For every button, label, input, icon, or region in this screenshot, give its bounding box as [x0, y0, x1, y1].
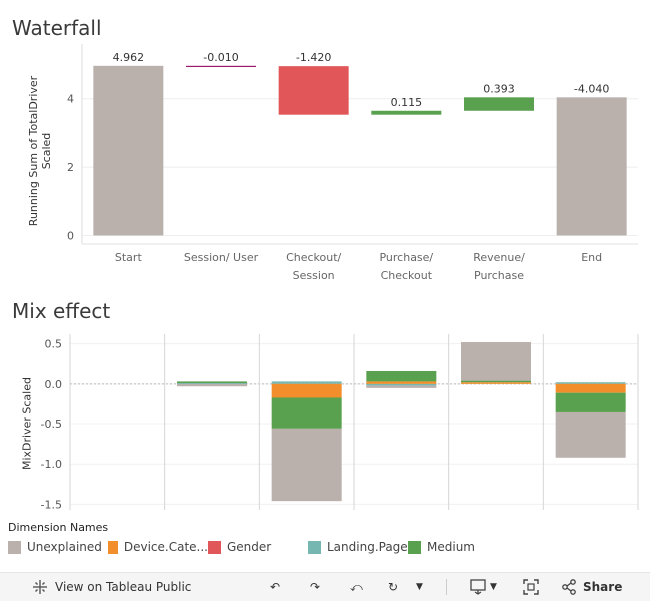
undo-icon[interactable]: ↶ — [270, 580, 281, 594]
legend-item-gender[interactable]: Gender — [208, 540, 308, 554]
mix-bar-segment — [366, 370, 437, 382]
mix-bar-segment — [177, 381, 247, 384]
mix-bar-segment — [271, 428, 342, 502]
download-dropdown-icon: ▼ — [490, 582, 497, 592]
waterfall-y-tick: 0 — [67, 229, 74, 242]
refresh-dropdown-icon[interactable]: ▼ — [416, 582, 423, 592]
waterfall-y-tick: 2 — [67, 161, 74, 174]
legend-label: Unexplained — [27, 540, 102, 554]
share-button[interactable]: Share — [561, 579, 622, 595]
waterfall-chart: 0 2 4 4.962 Start -0.010 Session/ User -1.420 Ch… — [67, 44, 638, 282]
waterfall-x-tick: Checkout — [381, 269, 433, 282]
legend-title: Dimension Names — [8, 521, 109, 534]
mix-chart: 0.5 0.0 -0.5 -1.0 -1.5 — [41, 334, 639, 511]
waterfall-bar — [371, 110, 442, 115]
mix-title: Mix effect — [12, 299, 111, 323]
waterfall-x-tick: Checkout/ — [286, 251, 341, 264]
legend-label: Landing.Page — [327, 540, 408, 554]
waterfall-bar — [93, 65, 164, 236]
legend-swatch — [408, 540, 421, 554]
mix-y-tick: 0.5 — [45, 338, 63, 351]
revert-icon[interactable]: ⤺ — [350, 579, 363, 594]
mix-bar-segment — [555, 383, 626, 393]
mix-bar-segment — [177, 383, 247, 385]
refresh-icon[interactable]: ↻ — [388, 580, 399, 594]
waterfall-y-tick: 4 — [67, 93, 74, 106]
legend-label: Medium — [427, 540, 475, 554]
waterfall-data-label: -0.010 — [203, 51, 238, 64]
waterfall-bar — [186, 65, 256, 68]
waterfall-bar — [556, 97, 627, 236]
toolbar-divider — [446, 579, 447, 595]
share-label: Share — [583, 580, 623, 594]
mix-bar-segment — [461, 380, 531, 383]
waterfall-bar — [278, 66, 349, 115]
tableau-logo-icon — [33, 580, 47, 594]
waterfall-x-tick: End — [581, 251, 602, 264]
mix-bar-segment — [555, 392, 626, 412]
mix-y-tick: -1.0 — [41, 458, 62, 471]
waterfall-x-tick: Session/ User — [184, 251, 259, 264]
fullscreen-icon — [523, 579, 539, 595]
mix-bar-segment — [461, 382, 531, 384]
waterfall-x-tick: Session — [293, 269, 335, 282]
download-icon — [470, 579, 486, 595]
waterfall-title: Waterfall — [12, 16, 102, 40]
share-icon — [562, 579, 576, 595]
waterfall-x-tick: Start — [115, 251, 143, 264]
redo-icon[interactable]: ↷ — [310, 580, 321, 594]
legend-swatch — [208, 540, 221, 554]
waterfall-data-label: -4.040 — [574, 82, 609, 95]
tableau-toolbar: View on Tableau Public ↶ ↷ ⤺ ↻ ▼ ▼ Share — [0, 572, 650, 601]
mix-y-tick: -1.5 — [41, 498, 62, 511]
mix-bar-segment — [461, 342, 531, 381]
legend-item-device-category[interactable]: Device.Cate... — [108, 540, 208, 554]
mix-bar-segment — [555, 382, 626, 384]
mix-y-tick: -0.5 — [41, 418, 62, 431]
mix-bar-segment — [366, 381, 437, 384]
legend-swatch — [8, 540, 21, 554]
legend-swatch — [308, 540, 321, 554]
mix-y-tick: 0.0 — [45, 378, 63, 391]
mix-bar-segment — [177, 383, 247, 387]
legend-item-unexplained[interactable]: Unexplained — [8, 540, 108, 554]
waterfall-x-tick: Purchase — [474, 269, 524, 282]
download-button[interactable]: ▼ — [470, 579, 497, 595]
mix-bar-segment — [366, 385, 437, 388]
waterfall-data-label: 0.115 — [391, 96, 423, 109]
mix-bar-segment — [271, 381, 342, 384]
waterfall-bar — [464, 97, 534, 111]
legend: Dimension Names Unexplained Device.Cate.… — [8, 521, 648, 554]
view-on-tableau-public-button[interactable]: View on Tableau Public — [32, 579, 191, 595]
legend-label: Gender — [227, 540, 272, 554]
legend-label: Device.Cate... — [123, 540, 208, 554]
waterfall-data-label: 4.962 — [113, 51, 145, 64]
mix-bar-segment — [271, 383, 342, 398]
mix-bar-segment — [271, 397, 342, 429]
view-on-tableau-public-label: View on Tableau Public — [55, 580, 192, 594]
legend-swatch — [108, 540, 118, 554]
waterfall-x-tick: Revenue/ — [473, 251, 525, 264]
waterfall-data-label: -1.420 — [296, 51, 331, 64]
fullscreen-button[interactable] — [523, 579, 539, 595]
legend-item-medium[interactable]: Medium — [408, 540, 508, 554]
mix-bar-segment — [555, 411, 626, 458]
waterfall-x-tick: Purchase/ — [379, 251, 433, 264]
legend-item-landing-page[interactable]: Landing.Page — [308, 540, 408, 554]
waterfall-data-label: 0.393 — [483, 82, 515, 95]
mix-bar-segment — [366, 383, 437, 386]
